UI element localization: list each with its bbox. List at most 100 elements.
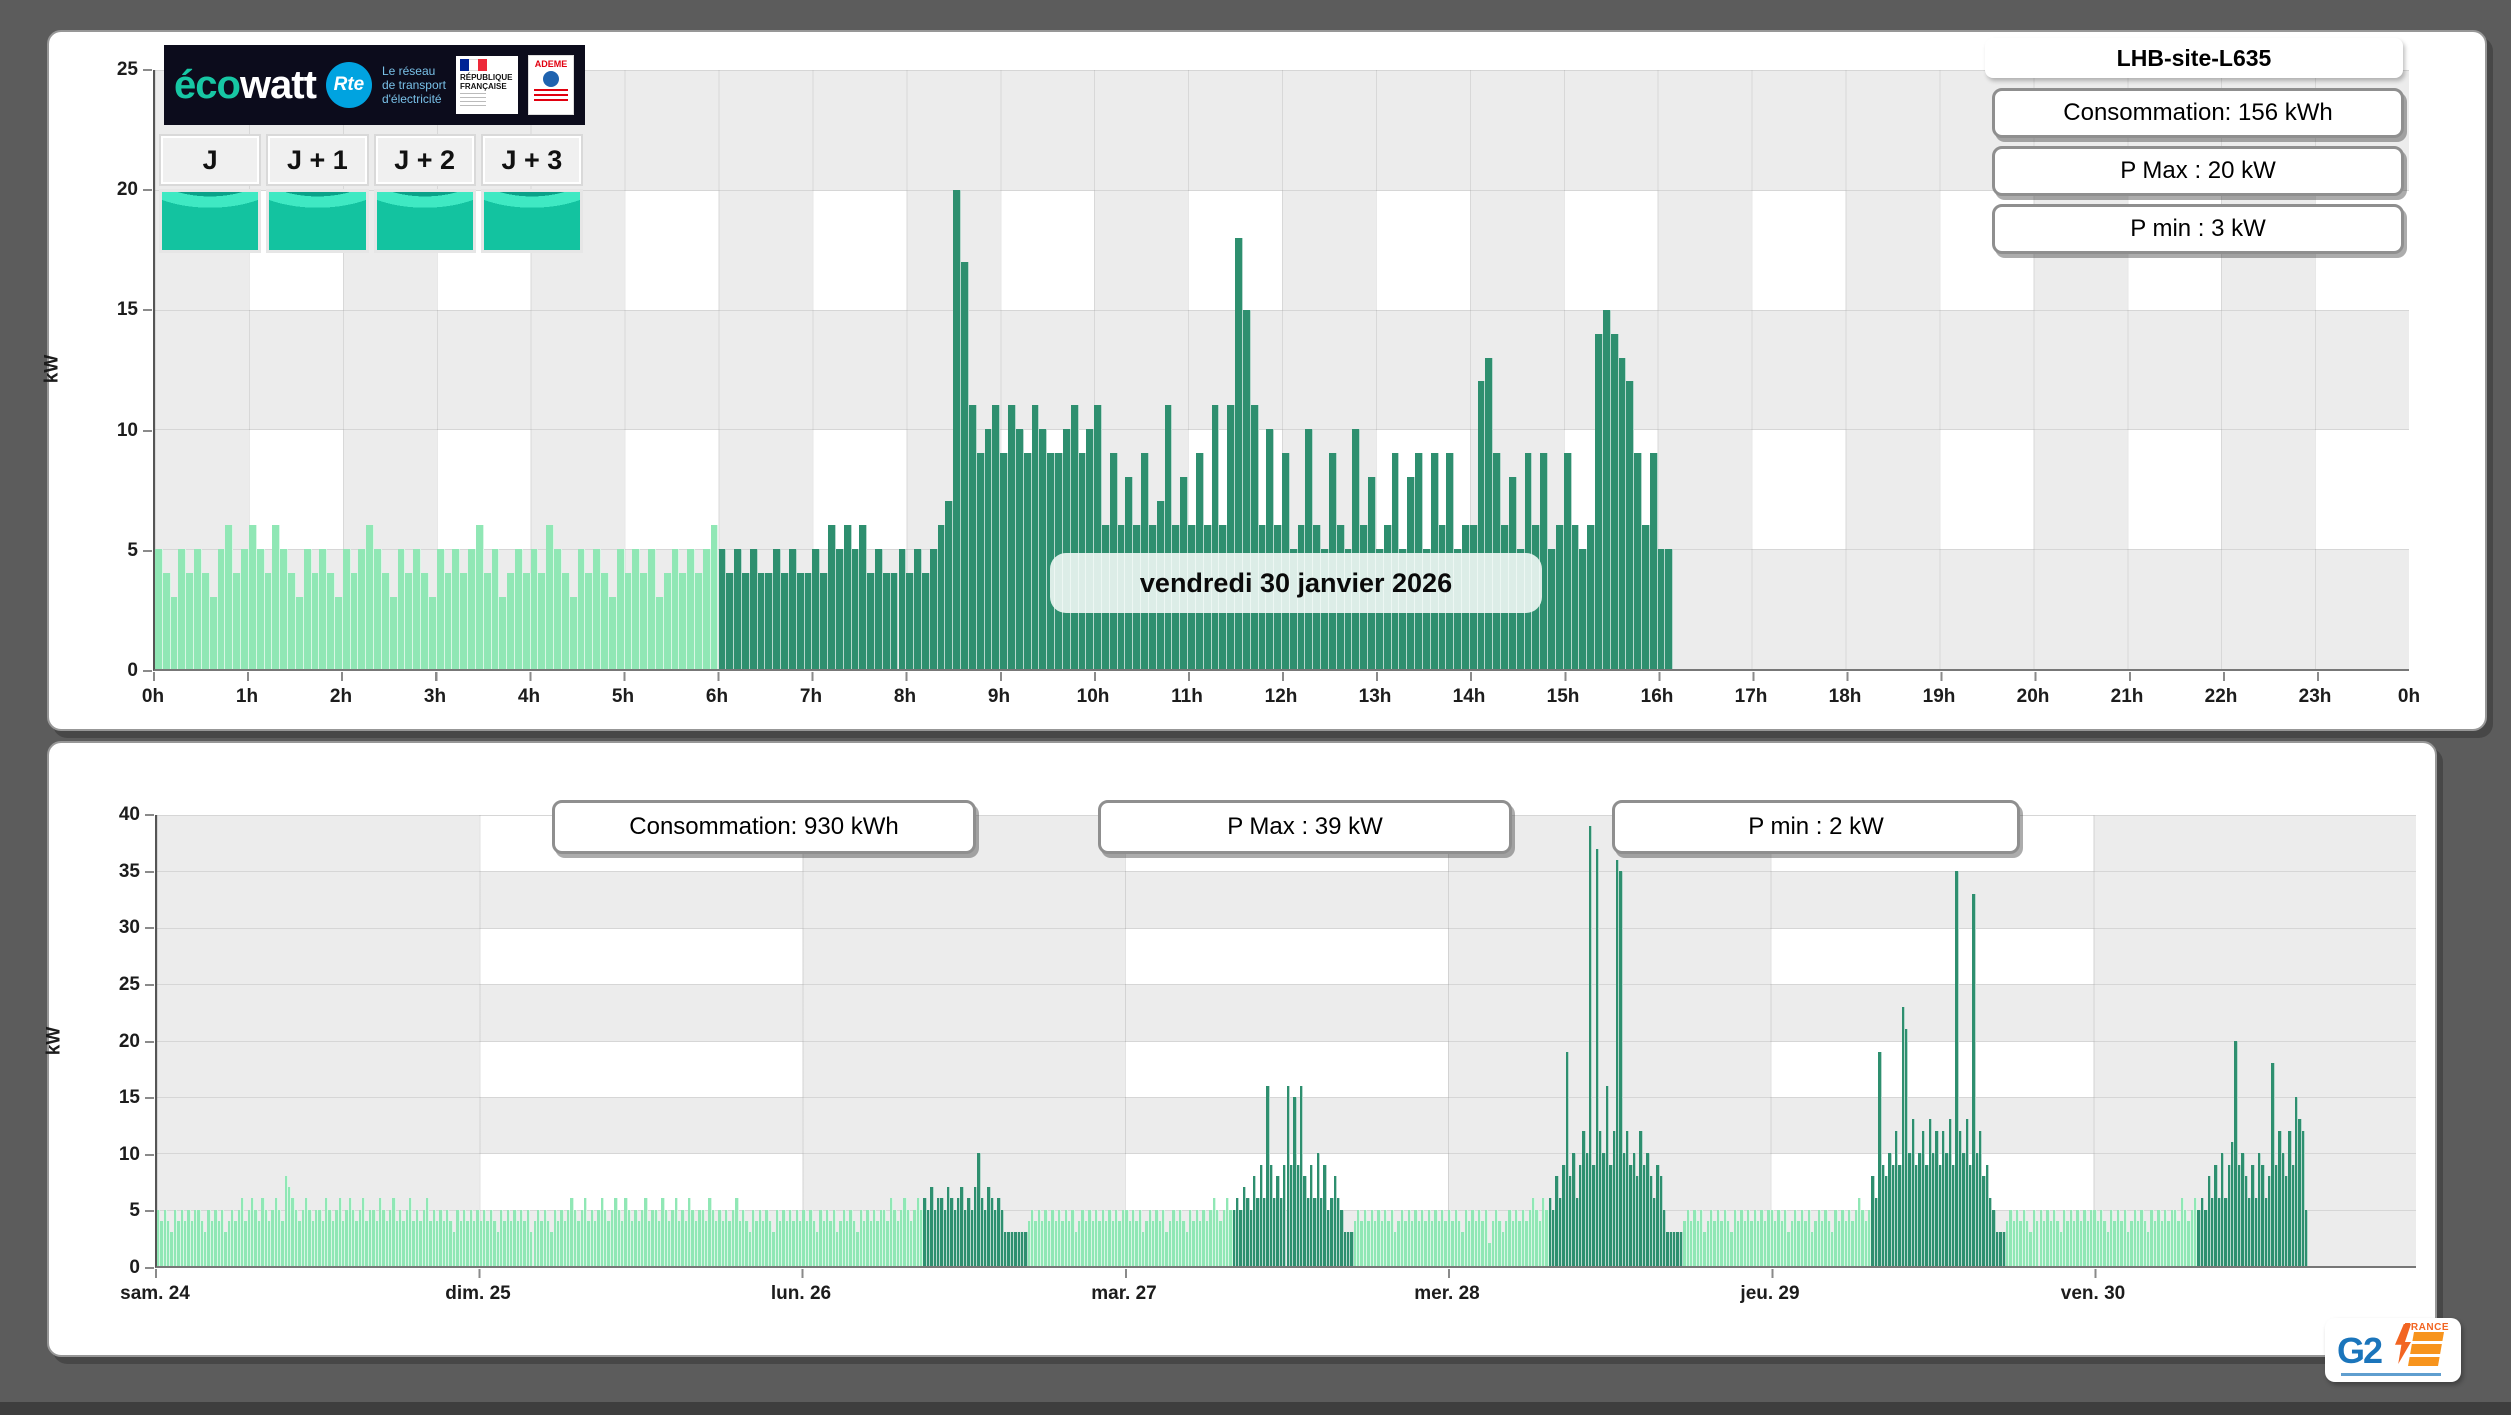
power-bar[interactable] <box>1256 1198 1260 1266</box>
power-bar[interactable] <box>1572 1153 1576 1266</box>
power-bar[interactable] <box>280 549 289 669</box>
power-bar[interactable] <box>304 1198 309 1266</box>
power-bar[interactable] <box>2200 1198 2205 1266</box>
power-bar[interactable] <box>796 573 805 669</box>
power-bar[interactable] <box>782 1209 786 1266</box>
power-bar[interactable] <box>1370 1209 1374 1266</box>
power-bar[interactable] <box>365 1220 369 1266</box>
power-bar[interactable] <box>997 1198 1001 1266</box>
power-bar[interactable] <box>990 1198 995 1266</box>
power-bar[interactable] <box>2026 1220 2030 1266</box>
power-bar[interactable] <box>2009 1209 2013 1266</box>
power-bar[interactable] <box>1387 1220 1391 1266</box>
power-bar[interactable] <box>1296 1164 1300 1266</box>
power-bar[interactable] <box>272 525 281 669</box>
power-bar[interactable] <box>691 1209 695 1266</box>
power-bar[interactable] <box>1634 453 1642 669</box>
power-bar[interactable] <box>1531 1198 1536 1266</box>
power-bar[interactable] <box>1582 1130 1586 1266</box>
power-bar[interactable] <box>1027 1220 1032 1266</box>
power-bar[interactable] <box>1259 1164 1263 1266</box>
power-bar[interactable] <box>1814 1220 1818 1266</box>
power-bar[interactable] <box>217 1220 221 1266</box>
power-bar[interactable] <box>1665 549 1674 669</box>
power-bar[interactable] <box>583 1198 588 1266</box>
power-bar[interactable] <box>1266 1085 1270 1266</box>
power-bar[interactable] <box>640 573 649 669</box>
power-bar[interactable] <box>350 573 359 669</box>
power-bar[interactable] <box>1115 1209 1119 1266</box>
power-bar[interactable] <box>2015 1209 2020 1266</box>
power-bar[interactable] <box>1131 1209 1136 1266</box>
power-bar[interactable] <box>1703 1232 1707 1266</box>
power-bar[interactable] <box>1575 1198 1579 1266</box>
power-bar[interactable] <box>1820 1220 1825 1266</box>
power-bar[interactable] <box>1925 1164 1929 1266</box>
power-bar[interactable] <box>1407 1209 1411 1266</box>
power-bar[interactable] <box>2170 1209 2174 1266</box>
power-bar[interactable] <box>1982 1175 1986 1266</box>
power-bar[interactable] <box>294 1209 299 1266</box>
power-bar[interactable] <box>1706 1220 1711 1266</box>
power-bar[interactable] <box>1306 1198 1311 1266</box>
power-bar[interactable] <box>1212 1198 1216 1266</box>
gauge-day-j2[interactable] <box>373 189 476 253</box>
power-bar[interactable] <box>2093 1209 2097 1266</box>
power-bar[interactable] <box>405 1209 410 1266</box>
power-bar[interactable] <box>1086 429 1095 669</box>
power-bar[interactable] <box>1602 309 1611 669</box>
day-button-j[interactable]: J <box>159 134 262 186</box>
power-bar[interactable] <box>984 429 993 669</box>
power-bar[interactable] <box>2126 1232 2131 1266</box>
power-bar[interactable] <box>590 1209 594 1266</box>
power-bar[interactable] <box>271 1209 275 1266</box>
power-bar[interactable] <box>2187 1220 2191 1266</box>
power-bar[interactable] <box>513 1209 517 1266</box>
power-bar[interactable] <box>368 1209 373 1266</box>
power-bar[interactable] <box>335 1209 339 1266</box>
power-bar[interactable] <box>186 573 195 669</box>
power-bar[interactable] <box>869 1220 874 1266</box>
power-bar[interactable] <box>311 573 320 669</box>
power-bar[interactable] <box>436 549 445 669</box>
power-bar[interactable] <box>1639 1130 1643 1266</box>
power-bar[interactable] <box>1279 1198 1284 1266</box>
power-bar[interactable] <box>661 1198 665 1266</box>
power-bar[interactable] <box>1935 1130 1939 1266</box>
power-bar[interactable] <box>859 525 868 669</box>
power-bar[interactable] <box>1098 1220 1102 1266</box>
power-bar[interactable] <box>1091 1220 1095 1266</box>
power-bar[interactable] <box>1649 453 1658 669</box>
power-bar[interactable] <box>2019 1220 2023 1266</box>
power-bar[interactable] <box>2063 1209 2067 1266</box>
power-bar[interactable] <box>2049 1220 2053 1266</box>
power-bar[interactable] <box>162 573 171 669</box>
power-bar[interactable] <box>1400 1209 1405 1266</box>
power-bar[interactable] <box>177 1220 181 1266</box>
power-bar[interactable] <box>1017 1232 1021 1266</box>
power-bar[interactable] <box>1736 1220 1741 1266</box>
power-bar[interactable] <box>843 525 852 669</box>
power-bar[interactable] <box>163 1209 168 1266</box>
power-bar[interactable] <box>601 573 609 669</box>
power-bar[interactable] <box>2305 1209 2309 1266</box>
power-bar[interactable] <box>466 1220 470 1266</box>
power-bar[interactable] <box>620 1220 625 1266</box>
power-bar[interactable] <box>632 549 641 669</box>
power-bar[interactable] <box>731 1209 736 1266</box>
power-bar[interactable] <box>567 1209 571 1266</box>
power-bar[interactable] <box>1039 429 1048 669</box>
power-bar[interactable] <box>1587 525 1596 669</box>
power-bar[interactable] <box>540 1220 544 1266</box>
power-bar[interactable] <box>1394 1232 1398 1266</box>
power-bar[interactable] <box>281 1220 285 1266</box>
power-bar[interactable] <box>241 1198 245 1266</box>
power-bar[interactable] <box>1975 1153 1979 1266</box>
power-bar[interactable] <box>715 1220 719 1266</box>
power-bar[interactable] <box>1293 1096 1297 1266</box>
power-bar[interactable] <box>1162 1209 1166 1266</box>
power-bar[interactable] <box>781 573 789 669</box>
power-bar[interactable] <box>1985 1164 1990 1266</box>
power-bar[interactable] <box>1911 1119 1916 1266</box>
power-bar[interactable] <box>1881 1164 1885 1266</box>
